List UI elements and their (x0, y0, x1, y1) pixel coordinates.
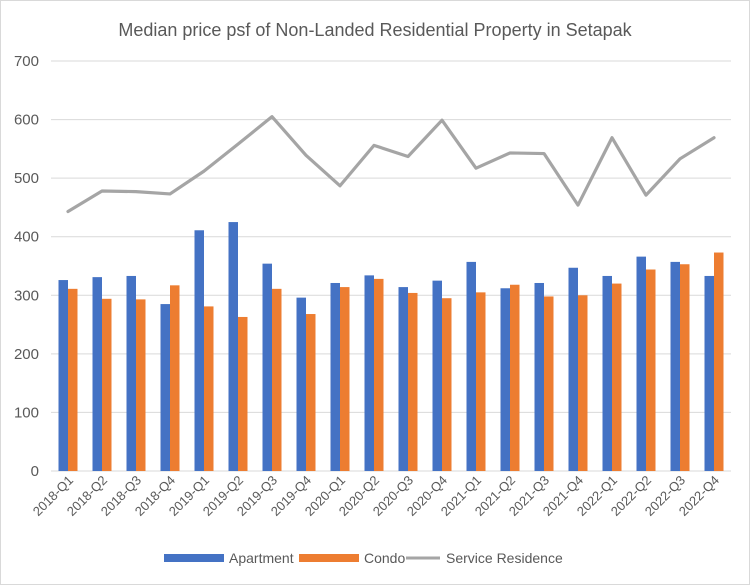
bar-apartment (602, 275, 612, 471)
bar-apartment (228, 222, 238, 471)
bar-apartment (568, 267, 578, 471)
bar-apartment (296, 297, 306, 471)
bar-condo (578, 295, 588, 471)
y-axis-ticks: 0 100 200 300 400 500 600 700 (14, 53, 39, 480)
legend-swatch-apartment (164, 554, 224, 562)
bar-apartment (636, 256, 646, 471)
bar-condo (68, 288, 78, 471)
line-service-residence (66, 115, 716, 214)
legend-label: Condo (364, 550, 405, 566)
bar-apartment (330, 282, 340, 471)
bar-apartment (466, 261, 476, 471)
bar-apartment (670, 261, 680, 471)
bar-condo (714, 252, 724, 471)
bar-condo (136, 299, 146, 471)
bar-apartment (364, 275, 374, 471)
bar-condo (680, 264, 690, 471)
bar-apartment (398, 287, 408, 471)
bar-condo (646, 269, 656, 471)
bar-condo (544, 296, 554, 471)
bar-apartment (160, 304, 170, 471)
legend-swatch-condo (299, 554, 359, 562)
bar-apartment (194, 230, 204, 471)
bar-apartment (58, 280, 68, 471)
bar-condo (374, 278, 384, 471)
x-axis-ticks: 2018-Q12018-Q22018-Q32018-Q42019-Q12019-… (30, 473, 722, 519)
bar-condo (340, 287, 350, 471)
bar-apartment (126, 275, 136, 471)
bar-apartment (262, 263, 272, 471)
y-tick-label: 400 (14, 229, 39, 246)
bar-condo (612, 283, 622, 471)
bar-apartment (500, 288, 510, 471)
gridlines (51, 60, 731, 472)
bar-condo (204, 306, 214, 471)
y-tick-label: 600 (14, 112, 39, 129)
bar-condo (272, 288, 282, 471)
y-tick-label: 100 (14, 404, 39, 421)
bar-condo (510, 284, 520, 471)
bar-condo (102, 298, 112, 471)
y-tick-label: 0 (31, 463, 39, 480)
y-tick-label: 300 (14, 287, 39, 304)
service-residence-line-group (66, 115, 716, 214)
bar-condo (306, 314, 316, 471)
bars (58, 222, 724, 471)
chart-title: Median price psf of Non-Landed Residenti… (118, 20, 632, 40)
y-tick-label: 200 (14, 346, 39, 363)
bar-condo (442, 298, 452, 471)
bar-condo (170, 285, 180, 471)
bar-apartment (92, 277, 102, 471)
bar-condo (238, 316, 248, 471)
legend-label: Service Residence (446, 550, 563, 566)
bar-condo (476, 292, 486, 471)
legend-label: Apartment (229, 550, 294, 566)
bar-apartment (534, 282, 544, 471)
legend: Apartment Condo Service Residence (164, 550, 563, 566)
bar-apartment (704, 275, 714, 471)
bar-apartment (432, 280, 442, 471)
y-tick-label: 700 (14, 53, 39, 70)
bar-condo (408, 292, 418, 471)
y-tick-label: 500 (14, 170, 39, 187)
